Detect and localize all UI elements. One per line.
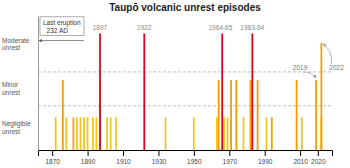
bar xyxy=(266,117,268,150)
bar xyxy=(143,33,145,150)
bar xyxy=(250,80,252,150)
band-label-line: Negligible xyxy=(2,120,31,128)
band-label: Minorunrest xyxy=(2,81,20,96)
x-tick-mark xyxy=(158,150,159,156)
x-tick: 1870 xyxy=(45,150,60,165)
annotation-label: 2019 xyxy=(293,64,308,71)
x-tick: 1910 xyxy=(116,150,131,165)
x-tick: 1890 xyxy=(81,150,96,165)
x-tick: 2020 xyxy=(311,150,326,165)
x-tick-mark xyxy=(300,150,301,156)
reference-line xyxy=(38,105,332,106)
bar xyxy=(99,33,101,150)
x-tick-mark xyxy=(123,150,124,156)
x-tick: 1950 xyxy=(187,150,202,165)
bar xyxy=(87,117,89,150)
band-labels: NegligibleunrestMinorunrestModerateunres… xyxy=(2,37,31,136)
bar xyxy=(92,117,94,150)
band-label: Moderateunrest xyxy=(2,37,30,52)
band-label: Negligibleunrest xyxy=(2,120,31,135)
bar xyxy=(218,80,220,150)
box-label-line: 232 AD xyxy=(43,27,68,34)
bar xyxy=(257,80,259,150)
box-label-line: Last eruption xyxy=(43,19,81,27)
x-tick: 1990 xyxy=(258,150,273,165)
x-tick: 2010 xyxy=(293,150,308,165)
annotations: 2019 2022 xyxy=(293,44,344,78)
bar xyxy=(251,33,253,150)
y-axis xyxy=(38,17,39,151)
bar xyxy=(296,80,298,150)
bar xyxy=(115,117,117,150)
bar xyxy=(193,117,195,150)
band-label-line: Moderate xyxy=(2,37,30,44)
bar xyxy=(271,117,273,150)
event-label: 1983-84 xyxy=(240,24,264,31)
x-tick-label: 1990 xyxy=(258,158,273,165)
bar xyxy=(216,117,218,150)
band-label-line: unrest xyxy=(2,89,20,96)
band-label-line: Minor xyxy=(2,81,19,88)
y-axis-line xyxy=(38,17,39,151)
bar xyxy=(73,117,75,150)
x-tick-mark xyxy=(229,150,230,156)
x-tick: 1970 xyxy=(223,150,238,165)
eruption-box: Last eruption 232 AD xyxy=(39,17,84,41)
title: Taupō volcanic unrest episodes xyxy=(109,2,261,13)
event-label: 1922 xyxy=(137,24,152,31)
x-axis-line xyxy=(39,151,333,157)
x-tick-label: 1970 xyxy=(223,158,238,165)
band-label-line: unrest xyxy=(2,44,20,51)
x-tick: 1930 xyxy=(152,150,167,165)
x-tick-mark xyxy=(265,150,266,156)
bar xyxy=(76,117,78,150)
x-tick-mark xyxy=(52,150,53,156)
x-axis: 1870 1890 1910 1930 1950 1970 1990 20102020 xyxy=(39,150,333,165)
annotation-arrow xyxy=(303,72,316,78)
plot-area xyxy=(38,33,332,150)
bar xyxy=(83,117,85,150)
reference-line xyxy=(38,71,332,72)
event-labels: 1897 1922 1964-65 1983-84 xyxy=(93,24,265,31)
bar xyxy=(62,80,64,150)
bar xyxy=(320,43,322,150)
bar xyxy=(55,117,57,150)
annotation-arrow xyxy=(323,44,332,64)
event-label: 1897 xyxy=(93,24,108,31)
x-tick-mark xyxy=(318,150,319,156)
x-tick-mark xyxy=(194,150,195,156)
band-label-line: unrest xyxy=(2,128,20,135)
annotation-label: 2022 xyxy=(329,64,344,71)
x-tick-label: 1950 xyxy=(187,158,202,165)
bar xyxy=(223,117,225,150)
box-label: Last eruption 232 AD xyxy=(43,19,81,34)
x-tick-label: 1870 xyxy=(45,158,60,165)
bar xyxy=(65,117,67,150)
chart: 1870 1890 1910 1930 1950 1970 1990 20102020 Negl… xyxy=(0,0,350,168)
bar xyxy=(106,117,108,150)
bar xyxy=(110,117,112,150)
x-tick-label: 1910 xyxy=(116,158,131,165)
bar xyxy=(96,117,98,150)
bar xyxy=(230,80,232,150)
box-frame xyxy=(40,17,84,36)
bar xyxy=(301,117,303,150)
x-tick-label: 2020 xyxy=(311,158,326,165)
bar xyxy=(235,80,237,150)
x-tick-label: 2010 xyxy=(293,158,308,165)
bar xyxy=(80,117,82,150)
box-arrow xyxy=(39,40,84,41)
bars xyxy=(55,33,322,150)
x-tick-label: 1930 xyxy=(152,158,167,165)
bar xyxy=(165,117,167,150)
bar xyxy=(227,117,229,150)
bar xyxy=(315,80,317,150)
event-label: 1964-65 xyxy=(208,24,232,31)
bar xyxy=(221,33,223,150)
bar xyxy=(243,117,245,150)
x-tick-label: 1890 xyxy=(81,158,96,165)
x-tick-mark xyxy=(88,150,89,156)
